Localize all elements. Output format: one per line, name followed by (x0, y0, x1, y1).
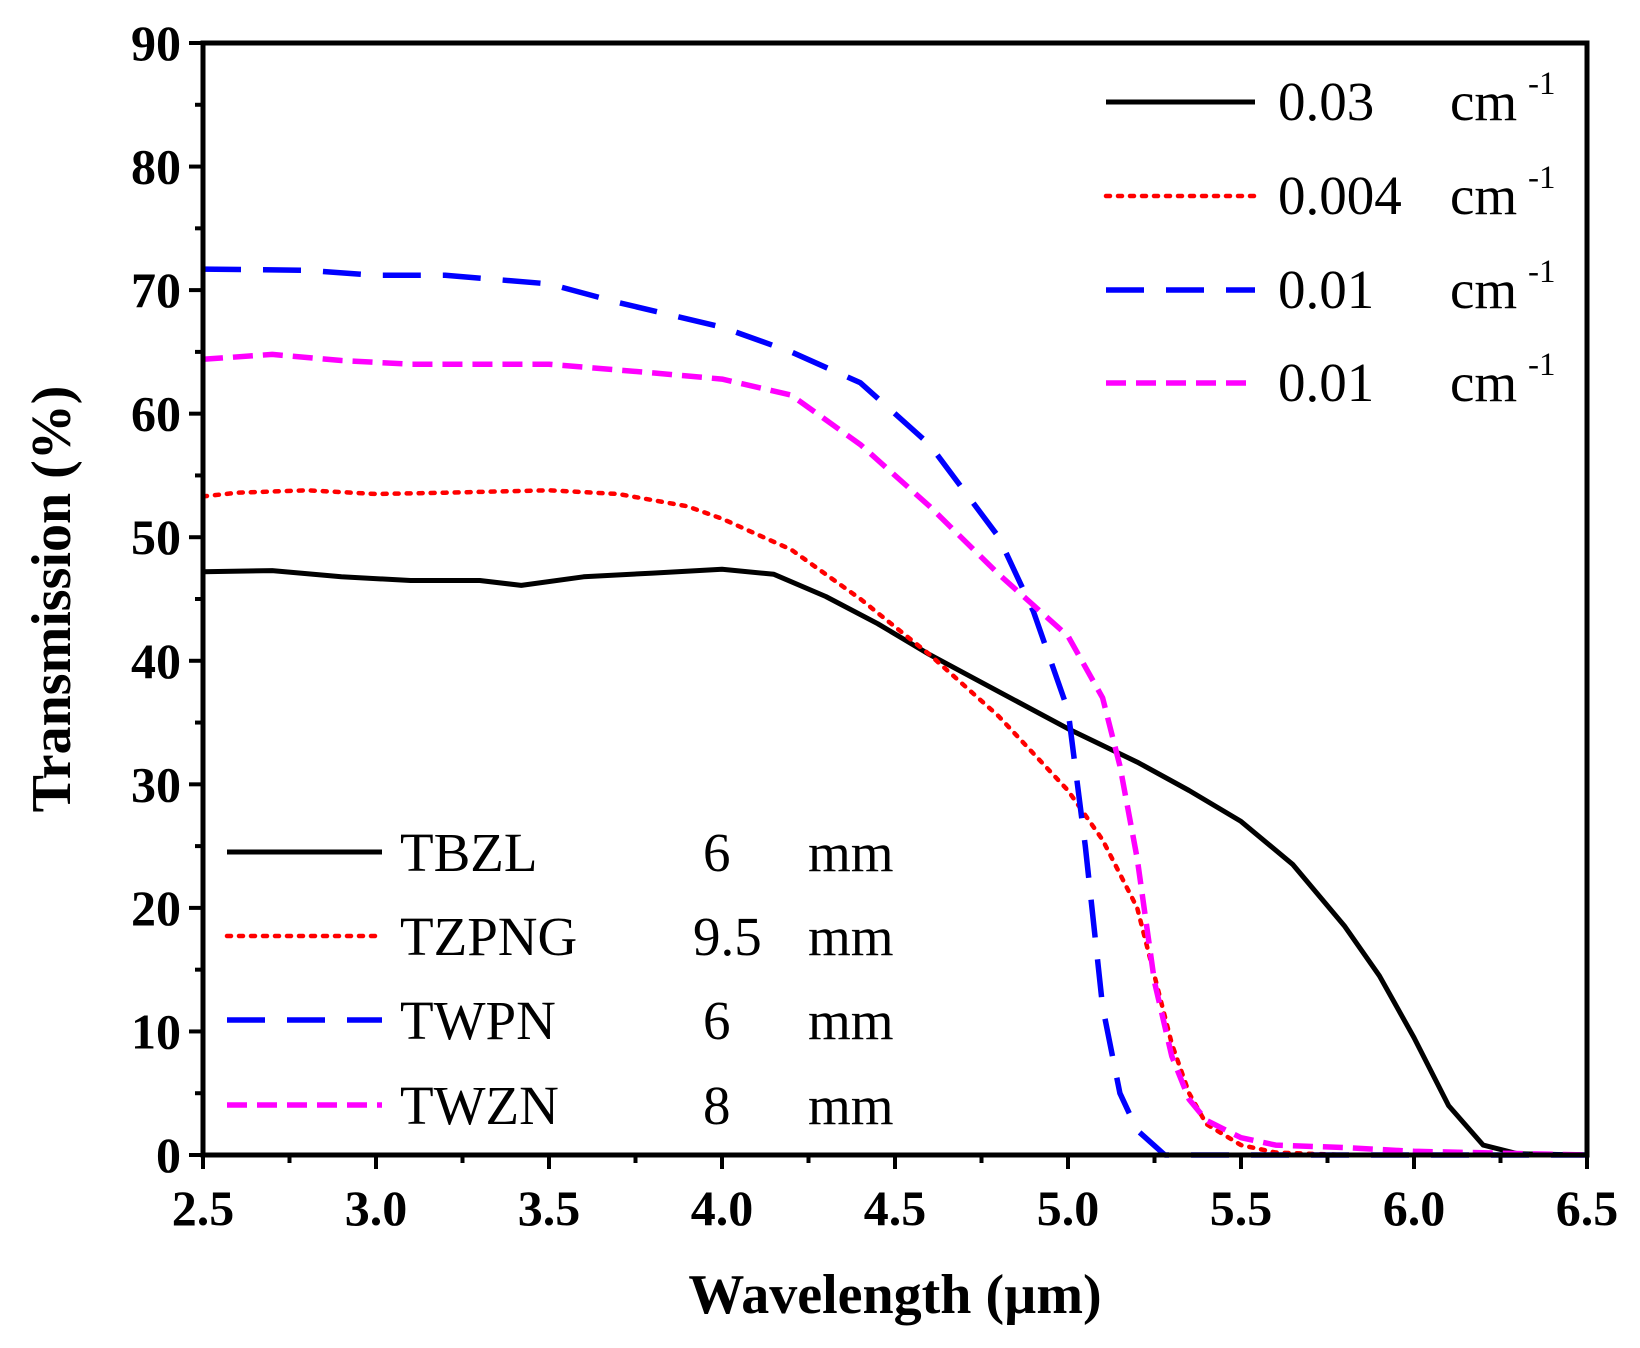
legend-absorption-exponent: -1 (1528, 347, 1556, 383)
legend-series-name: TWPN (400, 990, 556, 1051)
legend-thickness: 6 (703, 822, 731, 883)
legend-absorption-exponent: -1 (1528, 66, 1556, 102)
legend-thickness-unit: mm (808, 822, 894, 883)
x-tick-label: 3.5 (518, 1180, 581, 1236)
y-tick-label: 90 (131, 15, 181, 71)
y-tick-label: 80 (131, 139, 181, 195)
y-axis-title: Transmission (%) (21, 386, 83, 813)
legend-absorption-value: 0.01 (1278, 259, 1374, 320)
y-tick-label: 10 (131, 1003, 181, 1059)
series-line-tbzl (202, 566, 1588, 1158)
y-tick-label: 0 (156, 1127, 181, 1183)
y-tick-label: 60 (131, 386, 181, 442)
series-line-twpn (202, 266, 1587, 1158)
legend-thickness-unit: mm (808, 990, 894, 1051)
legend-absorption-unit: cm (1450, 71, 1517, 132)
series-line-tzpng (200, 488, 1590, 1158)
legend-thickness: 8 (703, 1075, 731, 1136)
x-tick-label: 2.5 (172, 1180, 235, 1236)
legend-absorption-unit: cm (1450, 259, 1517, 320)
legend-series-name: TBZL (400, 822, 537, 883)
legend-series-name: TZPNG (400, 906, 577, 967)
x-axis-title: Wavelength (µm) (688, 1264, 1101, 1326)
legend-absorption-value: 0.01 (1278, 352, 1374, 413)
x-tick-label: 3.0 (345, 1180, 408, 1236)
y-tick-label: 20 (131, 880, 181, 936)
series-line-twzn (202, 351, 1588, 1158)
x-tick-label: 4.5 (864, 1180, 927, 1236)
series-layer (200, 266, 1590, 1158)
x-tick-label: 5.5 (1210, 1180, 1273, 1236)
legend-absorption-unit: cm (1450, 165, 1517, 226)
legend-absorption: 0.03 cm -1 0.004 cm -1 0.01 cm -1 0.01 cm -1 (1103, 66, 1556, 413)
legend-thickness-unit: mm (808, 906, 894, 967)
legend-absorption-exponent: -1 (1528, 160, 1556, 196)
legend-absorption-exponent: -1 (1528, 254, 1556, 290)
ticks-layer: 2.5 3.0 3.5 4.0 4.5 5.0 5.5 6.0 6.50102030405060… (131, 15, 1618, 1236)
x-tick-label: 6.5 (1556, 1180, 1619, 1236)
y-tick-label: 30 (131, 756, 181, 812)
x-tick-label: 6.0 (1383, 1180, 1446, 1236)
legend-thickness: 9.5 (693, 906, 762, 967)
y-tick-label: 50 (131, 509, 181, 565)
legend-names: TBZL 6 mm TZPNG 9.5 mm TWPN 6 mm TWZN 8 mm (224, 822, 894, 1136)
legend-thickness-unit: mm (808, 1075, 894, 1136)
y-tick-label: 40 (131, 633, 181, 689)
x-tick-label: 4.0 (691, 1180, 754, 1236)
legend-absorption-unit: cm (1450, 352, 1517, 413)
y-tick-label: 70 (131, 262, 181, 318)
legend-absorption-value: 0.004 (1278, 165, 1402, 226)
legend-thickness: 6 (703, 990, 731, 1051)
legend-absorption-value: 0.03 (1278, 71, 1374, 132)
x-tick-label: 5.0 (1037, 1180, 1100, 1236)
legend-series-name: TWZN (400, 1075, 559, 1136)
